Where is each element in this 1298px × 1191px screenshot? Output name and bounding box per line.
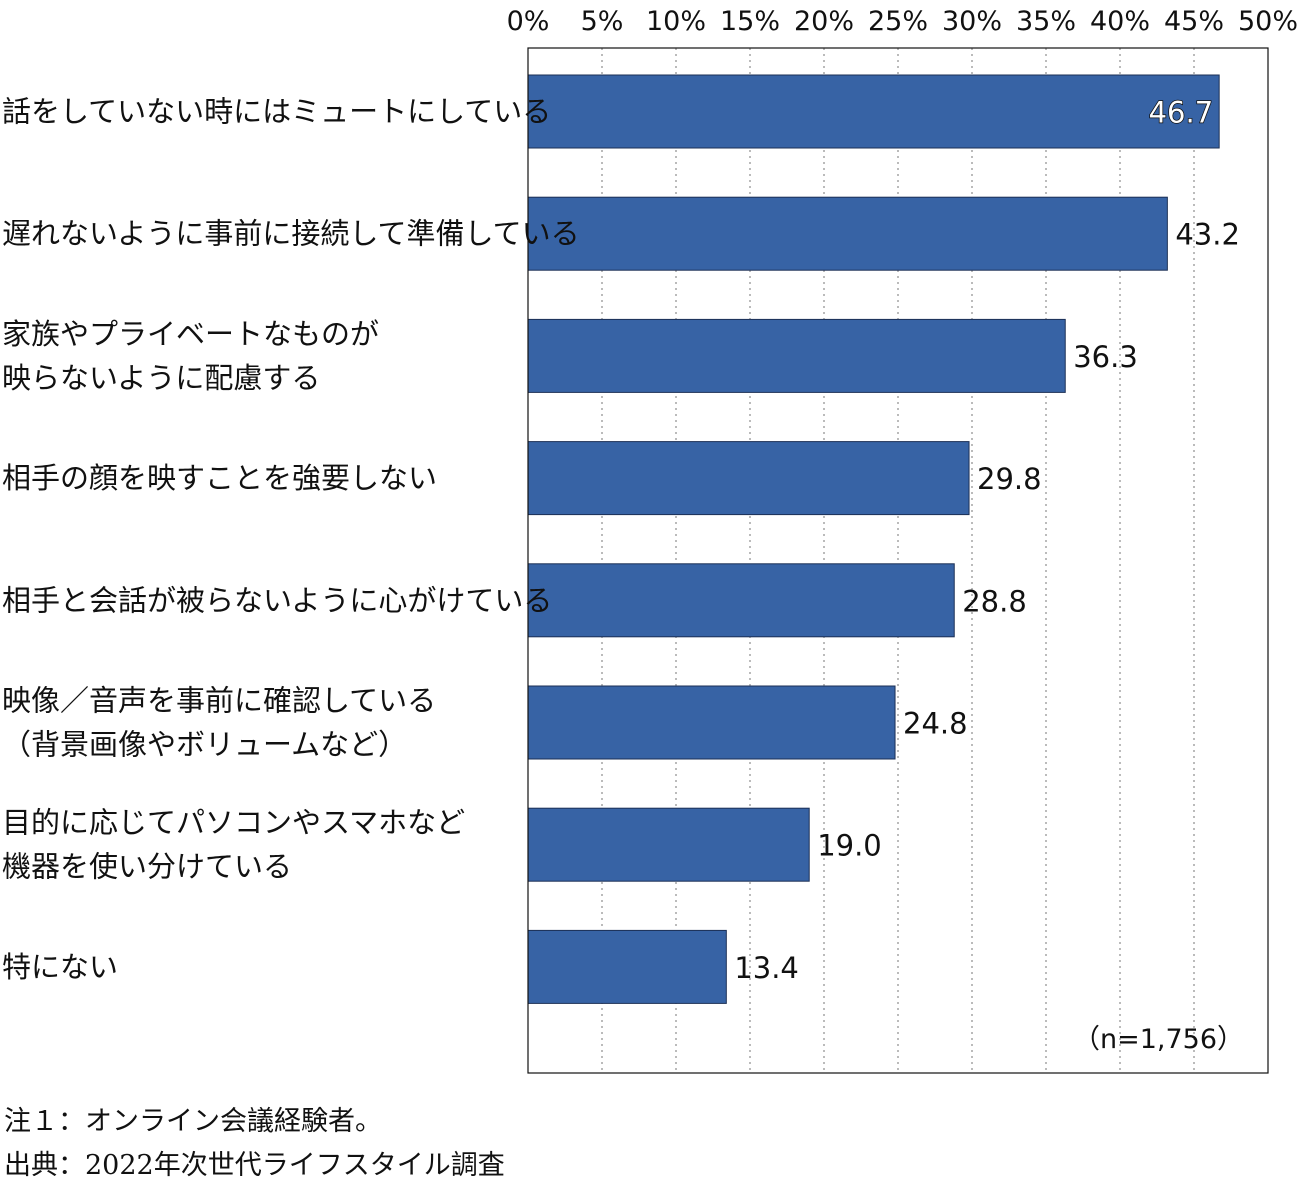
category-label: 遅れないように事前に接続して準備している: [2, 217, 580, 251]
x-tick-label: 45%: [1164, 6, 1224, 37]
bar: [527, 563, 955, 638]
category-label: 特にない: [2, 950, 118, 984]
x-tick-label: 15%: [720, 6, 780, 37]
data-label: 19.0: [817, 829, 882, 863]
plot-area-frame: [527, 47, 1269, 1074]
data-label: 46.7: [1149, 96, 1214, 130]
x-tick-label: 40%: [1090, 6, 1150, 37]
bar: [527, 318, 1066, 393]
x-tick-label: 50%: [1238, 6, 1298, 37]
x-axis-ticks: 0% 5% 10% 15% 20% 25% 30% 35% 40% 45% 50%: [507, 6, 1298, 37]
bar-chart: 0% 5% 10% 15% 20% 25% 30% 35% 40% 45% 50% 話をしていない時…: [2, 6, 1298, 1074]
category-label: 相手の顔を映すことを強要しない: [2, 461, 437, 495]
bars: [527, 74, 1220, 1004]
data-label: 13.4: [734, 951, 799, 985]
category-label: 映像／音声を事前に確認している（背景画像やボリュームなど）: [2, 684, 436, 762]
bar: [527, 685, 896, 760]
x-tick-label: 30%: [942, 6, 1002, 37]
data-label: 28.8: [962, 584, 1027, 618]
footnotes: 注１：オンライン会議経験者。 出典：2022年次世代ライフスタイル調査: [4, 1100, 505, 1188]
x-tick-label: 35%: [1016, 6, 1076, 37]
data-label: 36.3: [1073, 340, 1138, 374]
note-respondents: 注１：オンライン会議経験者。: [4, 1106, 382, 1137]
data-labels: 46.7 43.2 36.3 29.8 28.8 24.8 19.0 13.4: [734, 95, 1240, 985]
category-labels: 話をしていない時にはミュートにしている遅れないように事前に接続して準備している家…: [2, 95, 580, 984]
category-label: 目的に応じてパソコンやスマホなど機器を使い分けている: [2, 806, 465, 884]
bar: [527, 929, 727, 1004]
category-label: 家族やプライベートなものが映らないように配慮する: [2, 317, 379, 395]
x-tick-label: 20%: [794, 6, 854, 37]
category-label: 話をしていない時にはミュートにしている: [2, 95, 551, 129]
data-label: 29.8: [977, 462, 1042, 496]
bar: [527, 807, 810, 882]
data-label: 24.8: [903, 707, 968, 741]
sample-size-annotation: （n=1,756）: [1073, 1024, 1244, 1055]
bar: [527, 441, 970, 516]
x-tick-label: 10%: [646, 6, 706, 37]
data-label: 43.2: [1175, 218, 1240, 252]
source-note: 出典：2022年次世代ライフスタイル調査: [4, 1150, 505, 1181]
bar: [527, 196, 1168, 271]
bar: [527, 74, 1220, 149]
x-tick-label: 5%: [581, 6, 624, 37]
x-tick-label: 0%: [507, 6, 550, 37]
category-label: 相手と会話が被らないように心がけている: [2, 583, 552, 617]
x-tick-label: 25%: [868, 6, 928, 37]
